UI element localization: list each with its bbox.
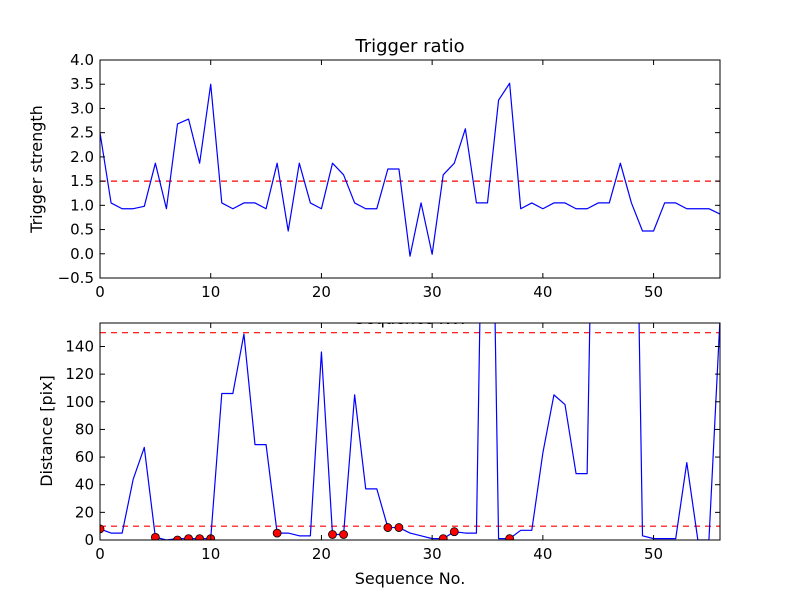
x-tick-label: 0 bbox=[95, 545, 105, 563]
y-tick-label: 3.5 bbox=[70, 75, 94, 93]
x-tick-label: 20 bbox=[312, 283, 331, 301]
trigger-x-ticks: 0 10 20 30 40 50 bbox=[95, 60, 663, 301]
data-point-marker bbox=[173, 535, 182, 540]
trigger-y-ticks: −0.5 0.0 0.5 1.0 1.5 2.0 2.5 3.0 3.5 4.0 bbox=[58, 51, 720, 287]
distance-y-ticks: 0 20 40 60 80 100 120 140 bbox=[65, 337, 720, 549]
x-tick-label: 40 bbox=[533, 283, 552, 301]
x-tick-label: 10 bbox=[201, 283, 220, 301]
chart-title: Trigger ratio bbox=[354, 36, 464, 57]
y-tick-label: 1.5 bbox=[70, 172, 94, 190]
data-point-marker bbox=[272, 528, 282, 538]
data-point-marker bbox=[383, 523, 393, 532]
data-point-marker bbox=[184, 534, 193, 540]
distance-x-axis-label: Sequence No. bbox=[355, 569, 466, 588]
data-point-marker bbox=[394, 523, 404, 532]
y-tick-label: 2.5 bbox=[70, 124, 94, 142]
x-tick-label: 10 bbox=[201, 545, 220, 563]
y-tick-label: 3.0 bbox=[70, 99, 94, 117]
trigger-axes-frame bbox=[99, 59, 721, 279]
x-tick-label: 40 bbox=[533, 545, 552, 563]
y-tick-label: 40 bbox=[75, 476, 94, 494]
x-tick-label: 30 bbox=[423, 545, 442, 563]
y-tick-label: 120 bbox=[65, 365, 94, 383]
y-tick-label: 0 bbox=[84, 531, 94, 549]
y-tick-label: 2.0 bbox=[70, 148, 94, 166]
x-tick-label: 50 bbox=[644, 545, 663, 563]
distance-plot-area bbox=[100, 323, 720, 540]
x-tick-label: 20 bbox=[312, 545, 331, 563]
data-point-marker bbox=[449, 527, 459, 537]
label-overlap-mask bbox=[340, 310, 480, 323]
trigger-ratio-chart: Trigger ratio 0 10 20 30 40 50 −0.5 0.0 0.5 1.0 1… bbox=[27, 36, 721, 328]
y-tick-label: 80 bbox=[75, 420, 94, 438]
y-tick-label: 20 bbox=[75, 503, 94, 521]
y-tick-label: 100 bbox=[65, 393, 94, 411]
series-line bbox=[100, 82, 720, 257]
distance-x-ticks: 0 10 20 30 40 50 bbox=[95, 323, 663, 563]
data-point-marker bbox=[100, 524, 105, 534]
x-tick-label: 0 bbox=[95, 283, 105, 301]
y-tick-label: 0.0 bbox=[70, 245, 94, 263]
trigger-plot-area bbox=[100, 82, 720, 257]
data-point-marker bbox=[505, 534, 515, 540]
data-point-marker bbox=[328, 530, 337, 539]
distance-y-axis-label: Distance [pix] bbox=[37, 375, 56, 487]
y-tick-label: 1.0 bbox=[70, 196, 94, 214]
data-point-marker bbox=[195, 534, 205, 540]
data-point-marker bbox=[150, 532, 160, 540]
y-tick-label: 0.5 bbox=[70, 221, 94, 239]
y-tick-label: 60 bbox=[75, 448, 94, 466]
data-point-marker bbox=[438, 534, 448, 540]
y-tick-label: −0.5 bbox=[58, 269, 94, 287]
distance-chart: 0 10 20 30 40 50 0 20 40 60 80 100 120 140 Sequence … bbox=[37, 310, 721, 588]
x-tick-label: 50 bbox=[644, 283, 663, 301]
y-tick-label: 4.0 bbox=[70, 51, 94, 69]
x-tick-label: 30 bbox=[423, 283, 442, 301]
data-point-marker bbox=[339, 530, 348, 539]
y-tick-label: 140 bbox=[65, 337, 94, 355]
trigger-y-axis-label: Trigger strength bbox=[27, 105, 46, 234]
distance-axes-frame bbox=[99, 322, 721, 541]
